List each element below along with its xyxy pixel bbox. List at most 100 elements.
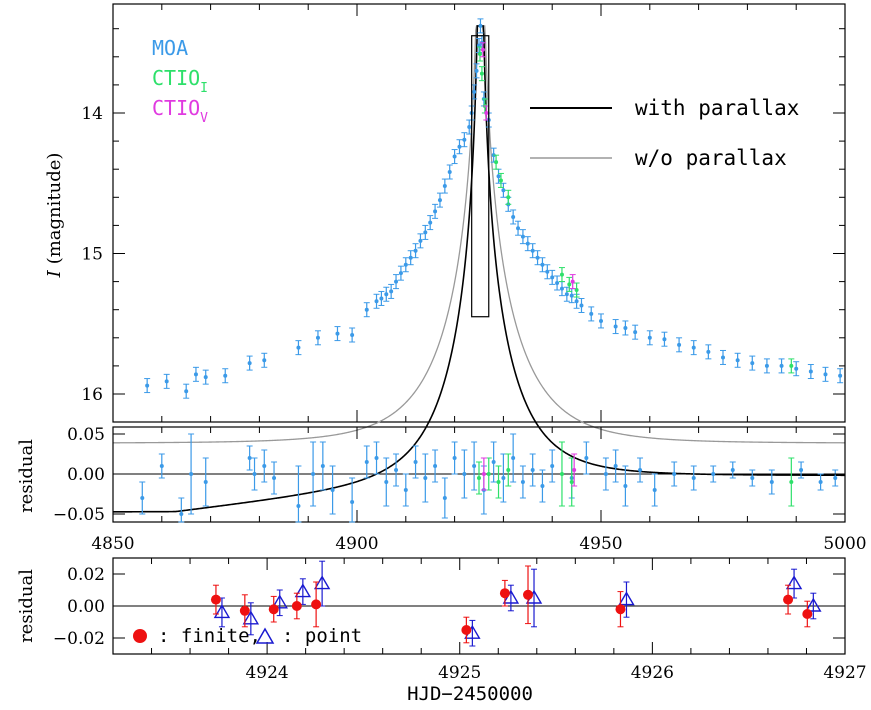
moa-point — [407, 250, 414, 266]
residual-moa-point — [539, 469, 546, 503]
moa-point — [432, 203, 439, 219]
residual-full-points — [139, 433, 839, 523]
residual-moa-point — [158, 453, 165, 479]
moa-point — [632, 324, 639, 340]
residual-moa-point — [549, 449, 556, 483]
light-curve-ylabel-italic: I — [44, 269, 65, 278]
ctio-i-point — [478, 66, 485, 82]
moa-point — [393, 274, 400, 290]
residual-moa-point — [271, 461, 278, 495]
residual-ctio-v-point — [571, 453, 578, 487]
moa-point — [763, 358, 770, 374]
point-source-marker — [271, 589, 288, 617]
residual-zoom-ticks: 0.02 0.00 −0.02 4924 4925 4926 4927 — [53, 558, 867, 683]
residual-moa-point — [432, 449, 439, 483]
moa-point — [524, 236, 531, 252]
moa-point — [163, 373, 170, 389]
residual-moa-point — [583, 441, 590, 475]
finite-source-marker — [499, 579, 510, 607]
moa-point — [334, 326, 341, 342]
residual-moa-point — [622, 465, 629, 507]
residual-moa-point — [451, 441, 458, 475]
residual-moa-point — [671, 461, 678, 487]
point-source-marker — [805, 592, 822, 620]
residual-moa-point — [490, 441, 497, 483]
legend-ctio-i-name: CTIO — [152, 66, 200, 90]
residual-moa-point — [817, 473, 824, 491]
moa-point — [778, 358, 785, 374]
point-source-marker — [785, 568, 803, 599]
finite-source-marker — [802, 600, 813, 628]
residual-moa-point — [349, 477, 356, 523]
residual-ctio-i-point — [558, 441, 565, 507]
moa-point — [144, 378, 151, 394]
residual-moa-point — [729, 461, 736, 479]
moa-point — [837, 368, 844, 384]
residual-zoom-ylabel: residual — [16, 569, 37, 643]
legend-ctio-i-sub: I — [200, 81, 208, 96]
moa-point — [446, 164, 453, 180]
residual-moa-point — [310, 441, 317, 507]
moa-point — [807, 364, 814, 380]
residual-moa-point — [710, 465, 717, 483]
residual-ctio-i-point — [788, 457, 795, 507]
moa-point — [705, 344, 712, 360]
legend-with-parallax-label: with parallax — [635, 96, 799, 120]
res-x-tick-label: 4900 — [335, 534, 378, 554]
finite-source-marker — [461, 616, 472, 644]
moa-point — [822, 366, 829, 382]
moa-point — [749, 355, 756, 371]
finite-source-marker — [210, 584, 221, 615]
moa-point — [734, 352, 741, 368]
moa-point — [402, 257, 409, 273]
legend-ctio-v: CTIOV — [152, 96, 208, 126]
res-y-tick-label: 0.00 — [67, 465, 105, 485]
legend-ctio-v-name: CTIO — [152, 96, 200, 120]
moa-point — [183, 383, 190, 399]
zoom-x-tick-label: 4926 — [631, 663, 674, 683]
moa-point — [515, 220, 522, 236]
moa-point — [534, 250, 541, 266]
moa-point — [388, 283, 395, 299]
residual-moa-point — [402, 473, 409, 507]
ctio-i-point — [505, 189, 512, 205]
residual-moa-point — [519, 465, 526, 499]
residual-moa-point — [422, 453, 429, 503]
point-source-marker — [242, 602, 260, 636]
point-source-marker — [618, 581, 635, 618]
residual-moa-point — [319, 441, 326, 491]
moa-point — [383, 286, 390, 302]
ctio-i-point — [476, 46, 483, 62]
moa-point — [598, 313, 604, 329]
residual-moa-point — [139, 481, 146, 515]
light-curve-ylabel: I (magnitude) — [44, 153, 65, 279]
residual-moa-point — [441, 477, 448, 519]
residual-moa-point — [393, 453, 400, 487]
legend-without-parallax-label: w/o parallax — [635, 146, 787, 170]
moa-point — [720, 349, 726, 365]
residual-moa-point — [373, 441, 380, 475]
moa-point — [519, 229, 526, 245]
moa-point — [661, 331, 668, 347]
moa-point — [690, 340, 697, 356]
residual-ctio-i-point — [476, 461, 482, 495]
moa-point — [246, 355, 253, 371]
res-x-tick-label: 4850 — [91, 534, 134, 554]
residual-moa-point — [798, 461, 805, 479]
legend-ctio-i: CTIOI — [152, 66, 208, 96]
residual-moa-point — [363, 445, 370, 479]
legend-finite-marker — [133, 629, 147, 643]
zoom-y-tick-label: −0.02 — [53, 629, 105, 649]
residual-moa-point — [246, 445, 253, 471]
moa-point — [473, 63, 480, 79]
finite-source-marker — [523, 565, 534, 625]
residual-full-ylabel: residual — [16, 439, 37, 513]
zoom-y-tick-label: 0.02 — [67, 565, 105, 585]
finite-source-marker — [291, 592, 302, 620]
moa-point — [510, 209, 517, 225]
light-curve-ylabel-rest: (magnitude) — [44, 153, 65, 265]
light-curve-points — [144, 18, 844, 399]
moa-point — [578, 297, 585, 313]
